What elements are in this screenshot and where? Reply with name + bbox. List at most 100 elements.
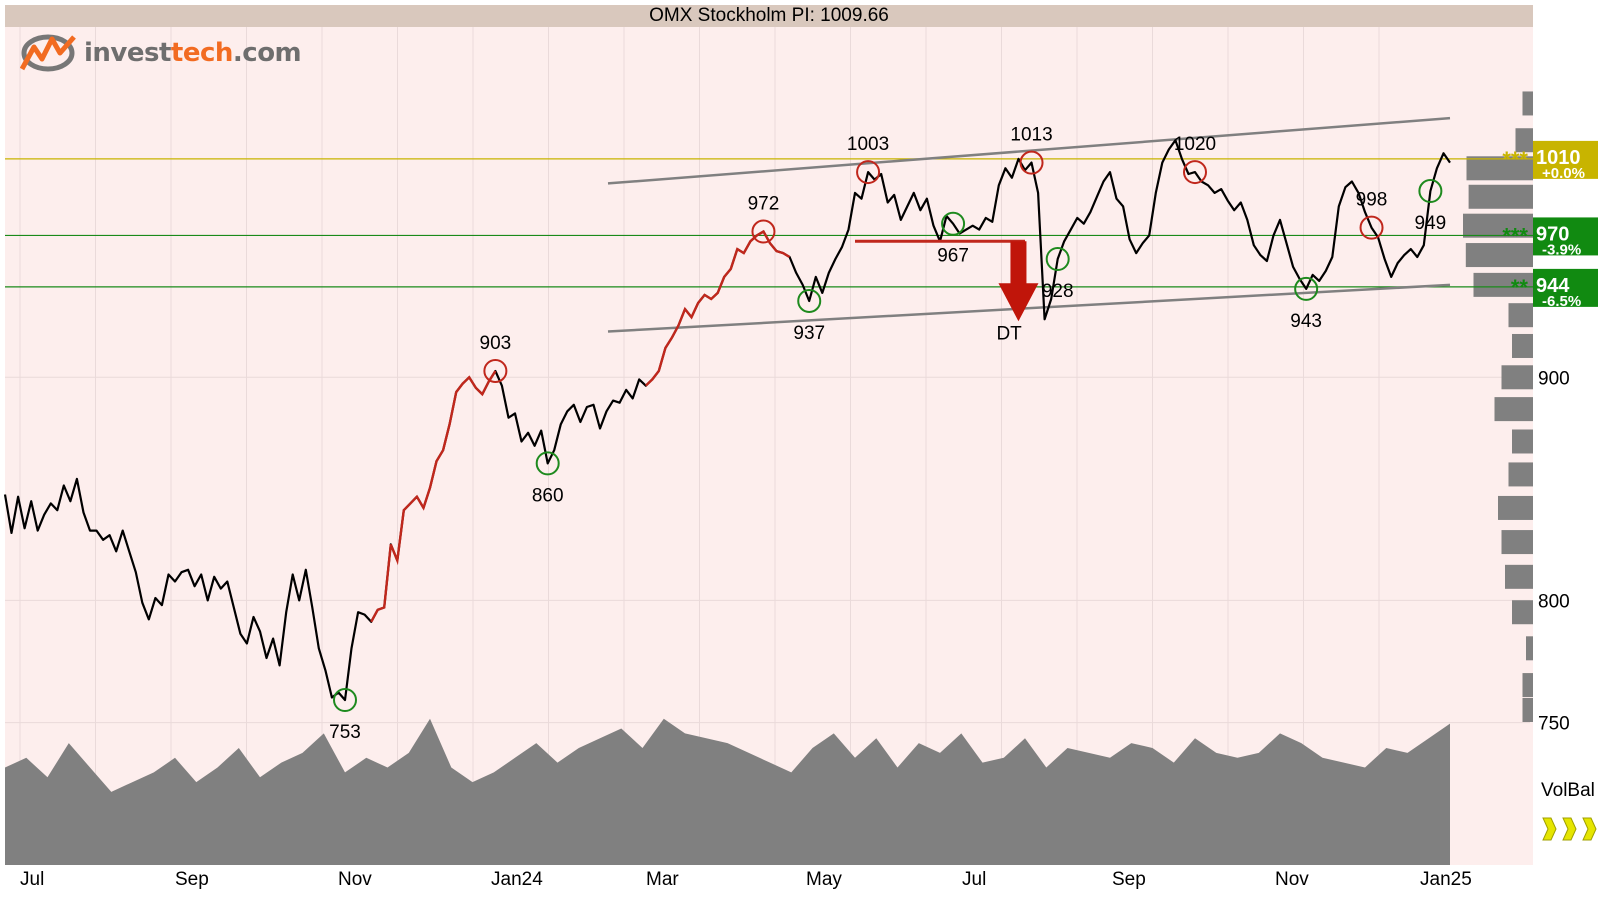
grid bbox=[5, 27, 1530, 865]
extremum-label: 967 bbox=[937, 246, 969, 267]
level-stars: ** bbox=[1511, 275, 1529, 300]
arrow-icon bbox=[1582, 817, 1597, 841]
volume-profile-bar bbox=[1473, 272, 1533, 297]
level-stars: *** bbox=[1502, 223, 1528, 248]
x-tick-label: Jan24 bbox=[491, 869, 543, 890]
level-change: -3.9% bbox=[1542, 241, 1581, 258]
level-label-box bbox=[1533, 217, 1598, 256]
volume-profile-bar bbox=[1465, 243, 1533, 268]
x-tick-label: Sep bbox=[1112, 869, 1146, 890]
volume-profile-bar bbox=[1522, 673, 1533, 698]
price-rally-segment bbox=[370, 370, 497, 623]
extremum-label: 753 bbox=[329, 722, 361, 743]
logo-text: investtech.com bbox=[84, 38, 302, 68]
extremum-label: 1020 bbox=[1174, 134, 1216, 155]
extrema-markers: 753 903 860 972 937 1003 967 1013 928 1020 943 998 9… bbox=[329, 125, 1446, 743]
y-tick-label: 750 bbox=[1538, 714, 1570, 735]
extremum-circle bbox=[797, 288, 822, 313]
level-change: +0.0% bbox=[1542, 165, 1585, 182]
pattern-label: DT bbox=[996, 323, 1022, 344]
extremum-label: 1003 bbox=[847, 134, 889, 155]
volume-profile-bar bbox=[1498, 495, 1533, 520]
extremum-circle bbox=[535, 451, 560, 476]
chart-title: OMX Stockholm PI: 1009.66 bbox=[5, 5, 1533, 27]
extremum-label: 943 bbox=[1290, 311, 1322, 332]
volume-profile-bar bbox=[1494, 397, 1533, 422]
extremum-circle bbox=[856, 160, 881, 185]
volume-profile-bar bbox=[1522, 91, 1533, 116]
arrow-icon bbox=[1542, 817, 1557, 841]
y-tick-label: 800 bbox=[1538, 591, 1570, 612]
extremum-circle bbox=[1294, 276, 1319, 301]
extremum-label: 998 bbox=[1356, 190, 1388, 211]
double-top-pattern: DT bbox=[855, 239, 1039, 344]
extremum-label: 860 bbox=[532, 485, 564, 506]
extremum-label: 949 bbox=[1415, 213, 1447, 234]
channel-lower bbox=[607, 283, 1451, 333]
horizontal-lines bbox=[5, 158, 1533, 288]
x-tick-label: Sep bbox=[175, 869, 209, 890]
level-value: 970 bbox=[1536, 223, 1569, 245]
volbal-label: VolBal bbox=[1541, 780, 1595, 801]
x-tick-label: Jan25 bbox=[1420, 869, 1472, 890]
extremum-circle bbox=[1045, 246, 1070, 271]
volume-profile-bar bbox=[1512, 333, 1533, 358]
extremum-circle bbox=[1359, 215, 1384, 240]
x-tick-label: Jul bbox=[20, 869, 44, 890]
level-label-box bbox=[1533, 268, 1598, 307]
volbal-area-fill bbox=[5, 718, 1450, 865]
extremum-circle bbox=[1183, 160, 1207, 185]
volbal-arrows bbox=[1541, 812, 1597, 846]
volume-profile-bar bbox=[1512, 429, 1533, 454]
volume-profile-bar bbox=[1522, 698, 1533, 722]
extremum-label: 928 bbox=[1042, 281, 1074, 302]
volume-profile-bar bbox=[1466, 156, 1533, 181]
extremum-label: 937 bbox=[793, 323, 825, 344]
brand-logo: investtech.com bbox=[20, 30, 302, 76]
trend-channel bbox=[607, 116, 1451, 333]
arrow-icon bbox=[1562, 817, 1577, 841]
level-value: 1010 bbox=[1536, 147, 1581, 169]
extremum-circle bbox=[483, 358, 508, 383]
volume-profile-bar bbox=[1508, 303, 1533, 328]
price-rally-segment bbox=[644, 229, 791, 387]
investtech-logo-icon bbox=[20, 34, 76, 72]
volume-profile-bar bbox=[1463, 213, 1533, 238]
volume-profile bbox=[1463, 91, 1533, 722]
volume-profile-bar bbox=[1515, 128, 1533, 153]
x-tick-label: Mar bbox=[646, 869, 679, 890]
extremum-circle bbox=[751, 219, 776, 244]
volume-profile-bar bbox=[1501, 530, 1533, 555]
level-change: -6.5% bbox=[1542, 293, 1581, 310]
extremum-circle bbox=[1019, 150, 1044, 175]
plot-background bbox=[5, 27, 1533, 865]
x-tick-label: Jul bbox=[962, 869, 986, 890]
extremum-circle bbox=[941, 211, 966, 236]
extremum-circle bbox=[1418, 179, 1443, 204]
extremum-label: 903 bbox=[480, 333, 512, 354]
extremum-circle bbox=[333, 687, 357, 712]
volbal-area bbox=[5, 718, 1450, 865]
level-value: 944 bbox=[1536, 275, 1570, 297]
x-axis-ticks: Jul Sep Nov Jan24 Mar May Jul Sep Nov Jan25 bbox=[20, 869, 1472, 890]
level-label-box bbox=[1533, 140, 1598, 179]
extremum-label: 972 bbox=[748, 194, 780, 215]
price-line bbox=[3, 139, 1451, 702]
volume-profile-bar bbox=[1508, 462, 1533, 487]
level-labels: *** 1010+0.0% *** 970-3.9% ** 944-6.5% bbox=[1502, 140, 1598, 310]
volume-profile-bar bbox=[1468, 184, 1533, 209]
pattern-arrow bbox=[998, 241, 1039, 322]
volume-profile-bar bbox=[1512, 600, 1533, 625]
x-tick-label: May bbox=[806, 869, 842, 890]
volume-profile-bar bbox=[1505, 564, 1533, 589]
level-stars: *** bbox=[1502, 147, 1528, 172]
channel-upper bbox=[607, 116, 1451, 185]
extremum-label: 1013 bbox=[1010, 125, 1052, 146]
volume-profile-bar bbox=[1526, 636, 1533, 661]
volume-profile-bar bbox=[1501, 365, 1533, 390]
y-axis-ticks: 750 800 900 bbox=[1538, 368, 1570, 734]
x-tick-label: Nov bbox=[338, 869, 372, 890]
x-tick-label: Nov bbox=[1275, 869, 1309, 890]
y-tick-label: 900 bbox=[1538, 368, 1570, 389]
